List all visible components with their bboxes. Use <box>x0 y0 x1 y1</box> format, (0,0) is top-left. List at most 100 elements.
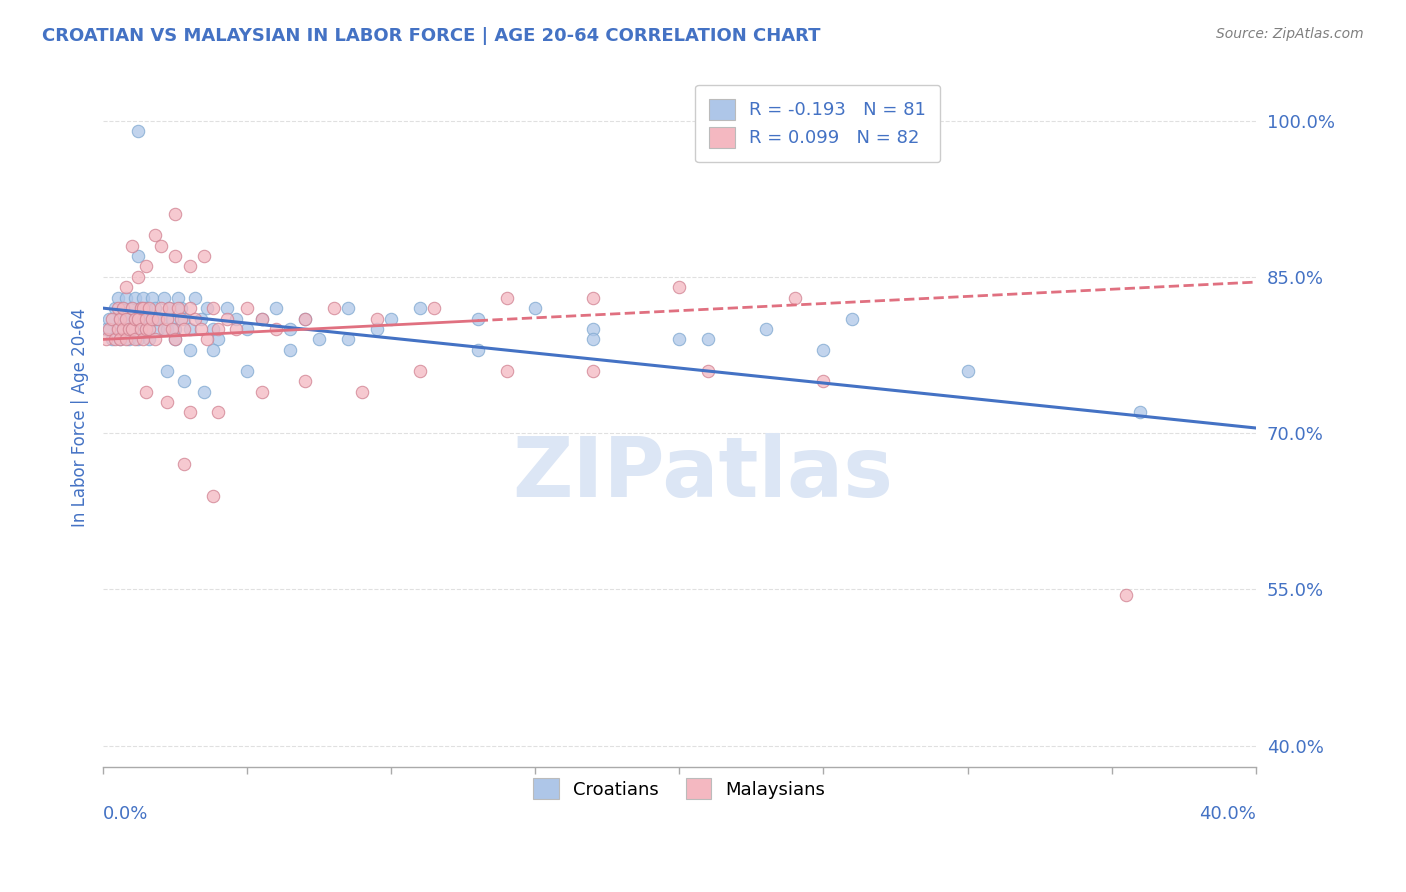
Point <box>132 291 155 305</box>
Point <box>179 322 201 336</box>
Point <box>165 333 187 347</box>
Point <box>115 280 138 294</box>
Point <box>129 322 152 336</box>
Point <box>132 311 155 326</box>
Point <box>467 311 489 326</box>
Point <box>138 301 160 315</box>
Point <box>135 260 157 274</box>
Point <box>467 343 489 357</box>
Point <box>173 311 195 326</box>
Point <box>280 343 302 357</box>
Point <box>129 322 152 336</box>
Point <box>121 301 143 315</box>
Point <box>127 269 149 284</box>
Point <box>250 311 273 326</box>
Point <box>366 322 388 336</box>
Text: ZIPatlas: ZIPatlas <box>512 433 893 514</box>
Point <box>157 301 180 315</box>
Point <box>118 322 141 336</box>
Point <box>162 311 184 326</box>
Point <box>104 301 127 315</box>
Legend: Croatians, Malaysians: Croatians, Malaysians <box>526 771 832 806</box>
Point <box>294 311 316 326</box>
Point <box>132 301 155 315</box>
Point <box>121 238 143 252</box>
Point <box>97 311 120 326</box>
Point <box>149 238 172 252</box>
Point <box>124 333 146 347</box>
Point <box>129 301 152 315</box>
Point <box>121 322 143 336</box>
Point <box>184 291 207 305</box>
Point <box>193 249 215 263</box>
Point <box>165 322 187 336</box>
Point <box>118 333 141 347</box>
Point <box>207 322 229 336</box>
Point <box>250 311 273 326</box>
Point <box>107 322 129 336</box>
Point <box>170 301 193 315</box>
Point <box>173 322 195 336</box>
Point <box>155 395 177 409</box>
Point <box>201 489 224 503</box>
Point <box>143 333 166 347</box>
Point <box>127 333 149 347</box>
Point <box>112 301 135 315</box>
Point <box>143 311 166 326</box>
Point <box>190 311 212 326</box>
Point <box>755 322 778 336</box>
Point <box>110 333 132 347</box>
Point <box>813 374 835 388</box>
Point <box>184 311 207 326</box>
Point <box>138 311 160 326</box>
Point <box>337 333 360 347</box>
Point <box>94 322 117 336</box>
Point <box>100 333 122 347</box>
Point <box>112 322 135 336</box>
Point <box>841 311 863 326</box>
Point <box>152 322 174 336</box>
Point <box>110 311 132 326</box>
Y-axis label: In Labor Force | Age 20-64: In Labor Force | Age 20-64 <box>72 308 89 527</box>
Point <box>165 333 187 347</box>
Point <box>135 311 157 326</box>
Point <box>132 333 155 347</box>
Point <box>127 311 149 326</box>
Point <box>138 333 160 347</box>
Point <box>495 364 517 378</box>
Point <box>115 291 138 305</box>
Point <box>225 311 247 326</box>
Point <box>127 249 149 263</box>
Point <box>135 301 157 315</box>
Point <box>112 322 135 336</box>
Point <box>215 311 238 326</box>
Point <box>582 333 605 347</box>
Point <box>366 311 388 326</box>
Point <box>236 322 259 336</box>
Point <box>100 311 122 326</box>
Point <box>201 301 224 315</box>
Point <box>143 301 166 315</box>
Point <box>94 333 117 347</box>
Point <box>179 343 201 357</box>
Point <box>582 364 605 378</box>
Point <box>294 374 316 388</box>
Point <box>264 322 287 336</box>
Point <box>107 301 129 315</box>
Point <box>141 311 163 326</box>
Point <box>352 384 374 399</box>
Point <box>423 301 446 315</box>
Point <box>201 322 224 336</box>
Point <box>193 384 215 399</box>
Point <box>135 384 157 399</box>
Point <box>409 364 432 378</box>
Point <box>141 291 163 305</box>
Point <box>97 322 120 336</box>
Point <box>162 322 184 336</box>
Text: CROATIAN VS MALAYSIAN IN LABOR FORCE | AGE 20-64 CORRELATION CHART: CROATIAN VS MALAYSIAN IN LABOR FORCE | A… <box>42 27 821 45</box>
Point <box>195 333 218 347</box>
Point <box>668 280 690 294</box>
Point <box>165 207 187 221</box>
Point <box>104 333 127 347</box>
Point <box>152 291 174 305</box>
